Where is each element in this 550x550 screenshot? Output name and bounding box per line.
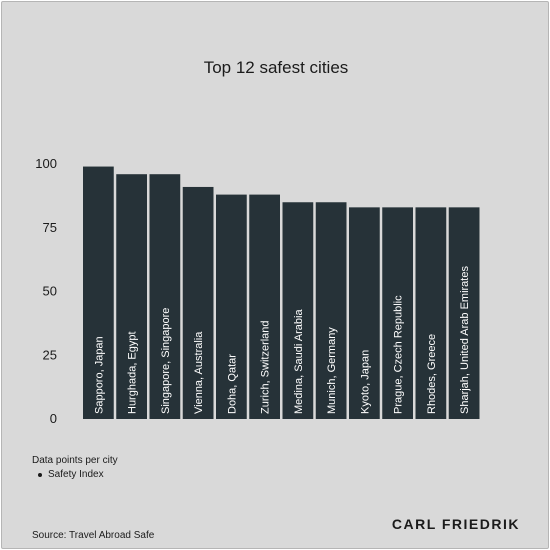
y-tick-label: 0	[50, 411, 57, 426]
chart-title: Top 12 safest cities	[203, 58, 349, 77]
y-tick-label: 50	[43, 284, 57, 299]
legend-item-label: Safety Index	[48, 469, 104, 480]
bar	[349, 207, 380, 419]
y-tick-label: 75	[43, 220, 57, 235]
bar	[448, 207, 480, 419]
bar-category-label: Rhodes, Greece	[426, 334, 438, 414]
bar	[315, 202, 347, 419]
y-tick-label: 100	[35, 156, 57, 171]
bar-category-label: Munich, Germany	[326, 327, 338, 414]
bar	[216, 194, 247, 419]
bar-category-label: Medina, Saudi Arabia	[293, 309, 305, 414]
bar	[182, 186, 214, 419]
bar-category-label: Zurich, Switzerland	[260, 320, 272, 414]
brand-logo: CARL FRIEDRIK	[391, 516, 520, 532]
bar	[382, 207, 413, 419]
bar	[415, 207, 447, 419]
bar	[149, 174, 181, 419]
bar-category-label: Sapporo, Japan	[93, 336, 105, 414]
legend-bullet-icon	[38, 472, 42, 477]
bar-category-label: Vienna, Australia	[193, 331, 205, 414]
bar	[282, 202, 314, 419]
bar-category-label: Doha, Qatar	[226, 354, 238, 414]
y-tick-label: 25	[43, 347, 57, 362]
bar	[249, 194, 280, 419]
bar-category-label: Hurghada, Egypt	[127, 331, 139, 414]
bar	[116, 174, 147, 419]
bar-category-label: Kyoto, Japan	[359, 350, 371, 414]
bar-category-label: Prague, Czech Republic	[393, 295, 405, 414]
bar	[83, 166, 114, 419]
bar-category-label: Sharjah, United Arab Emirates	[459, 266, 471, 414]
bar-category-label: Singapore, Singapore	[160, 308, 172, 414]
source-note: Source: Travel Abroad Safe	[32, 530, 155, 541]
legend-title: Data points per city	[32, 455, 118, 466]
legend-item: Safety Index	[38, 469, 104, 480]
